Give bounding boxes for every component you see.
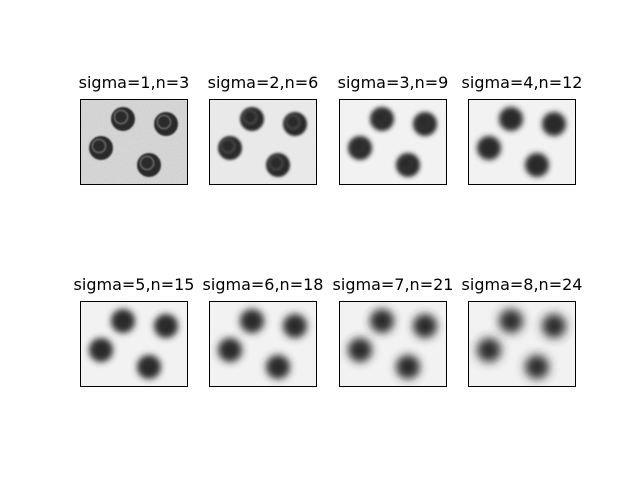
coin-detail xyxy=(398,155,414,171)
coin xyxy=(413,112,437,136)
blurred-coins-image xyxy=(339,301,447,387)
image-frame xyxy=(80,301,188,387)
coin xyxy=(89,338,113,362)
panel-sigma-2: sigma=2,n=6 xyxy=(208,73,318,185)
panel-title: sigma=2,n=6 xyxy=(207,73,319,92)
panel-sigma-7: sigma=7,n=21 xyxy=(333,275,453,387)
coin-detail xyxy=(91,138,107,154)
panel-title: sigma=6,n=18 xyxy=(202,275,324,294)
coin-detail xyxy=(415,114,431,130)
coin xyxy=(283,314,307,338)
coin xyxy=(218,136,242,160)
panel-sigma-8: sigma=8,n=24 xyxy=(462,275,582,387)
coin-detail xyxy=(350,138,366,154)
coin xyxy=(477,338,501,362)
coin xyxy=(137,153,161,177)
image-frame xyxy=(209,99,317,185)
blurred-coins-image xyxy=(339,99,447,185)
coin xyxy=(154,112,178,136)
coin xyxy=(525,153,549,177)
coin xyxy=(266,153,290,177)
coin xyxy=(396,355,420,379)
coin xyxy=(283,112,307,136)
coin xyxy=(89,136,113,160)
coin-detail xyxy=(372,109,388,125)
coin xyxy=(542,314,566,338)
coin xyxy=(542,112,566,136)
coin xyxy=(348,136,372,160)
panel-title: sigma=5,n=15 xyxy=(73,275,195,294)
coin xyxy=(154,314,178,338)
image-frame xyxy=(339,99,447,185)
panel-sigma-3: sigma=3,n=9 xyxy=(338,73,448,185)
image-frame xyxy=(80,99,188,185)
blurred-coins-image xyxy=(468,301,576,387)
coin xyxy=(370,107,394,131)
coin xyxy=(477,136,501,160)
image-frame xyxy=(468,301,576,387)
coin xyxy=(111,107,135,131)
coin xyxy=(240,309,264,333)
coin xyxy=(111,309,135,333)
coin xyxy=(240,107,264,131)
panel-title: sigma=4,n=12 xyxy=(461,73,583,92)
image-frame xyxy=(339,301,447,387)
coin-detail xyxy=(220,138,236,154)
coin xyxy=(499,107,523,131)
coin xyxy=(413,314,437,338)
coin xyxy=(499,309,523,333)
coin-detail xyxy=(139,155,155,171)
coin xyxy=(137,355,161,379)
coin xyxy=(370,309,394,333)
panel-sigma-6: sigma=6,n=18 xyxy=(203,275,323,387)
panel-title: sigma=1,n=3 xyxy=(78,73,190,92)
coin-detail xyxy=(268,155,284,171)
coin-detail xyxy=(285,114,301,130)
image-frame xyxy=(468,99,576,185)
blurred-coins-image xyxy=(80,99,188,185)
panel-sigma-4: sigma=4,n=12 xyxy=(462,73,582,185)
panel-title: sigma=7,n=21 xyxy=(332,275,454,294)
coin xyxy=(348,338,372,362)
blurred-coins-image xyxy=(209,99,317,185)
coin xyxy=(525,355,549,379)
panel-title: sigma=8,n=24 xyxy=(461,275,583,294)
blurred-coins-image xyxy=(209,301,317,387)
coin-detail xyxy=(242,109,258,125)
coin-detail xyxy=(113,109,129,125)
blurred-coins-image xyxy=(468,99,576,185)
coin-detail xyxy=(156,114,172,130)
coin xyxy=(218,338,242,362)
panel-sigma-5: sigma=5,n=15 xyxy=(74,275,194,387)
blurred-coins-image xyxy=(80,301,188,387)
panel-sigma-1: sigma=1,n=3 xyxy=(79,73,189,185)
coin xyxy=(396,153,420,177)
coin xyxy=(266,355,290,379)
panel-title: sigma=3,n=9 xyxy=(337,73,449,92)
image-frame xyxy=(209,301,317,387)
